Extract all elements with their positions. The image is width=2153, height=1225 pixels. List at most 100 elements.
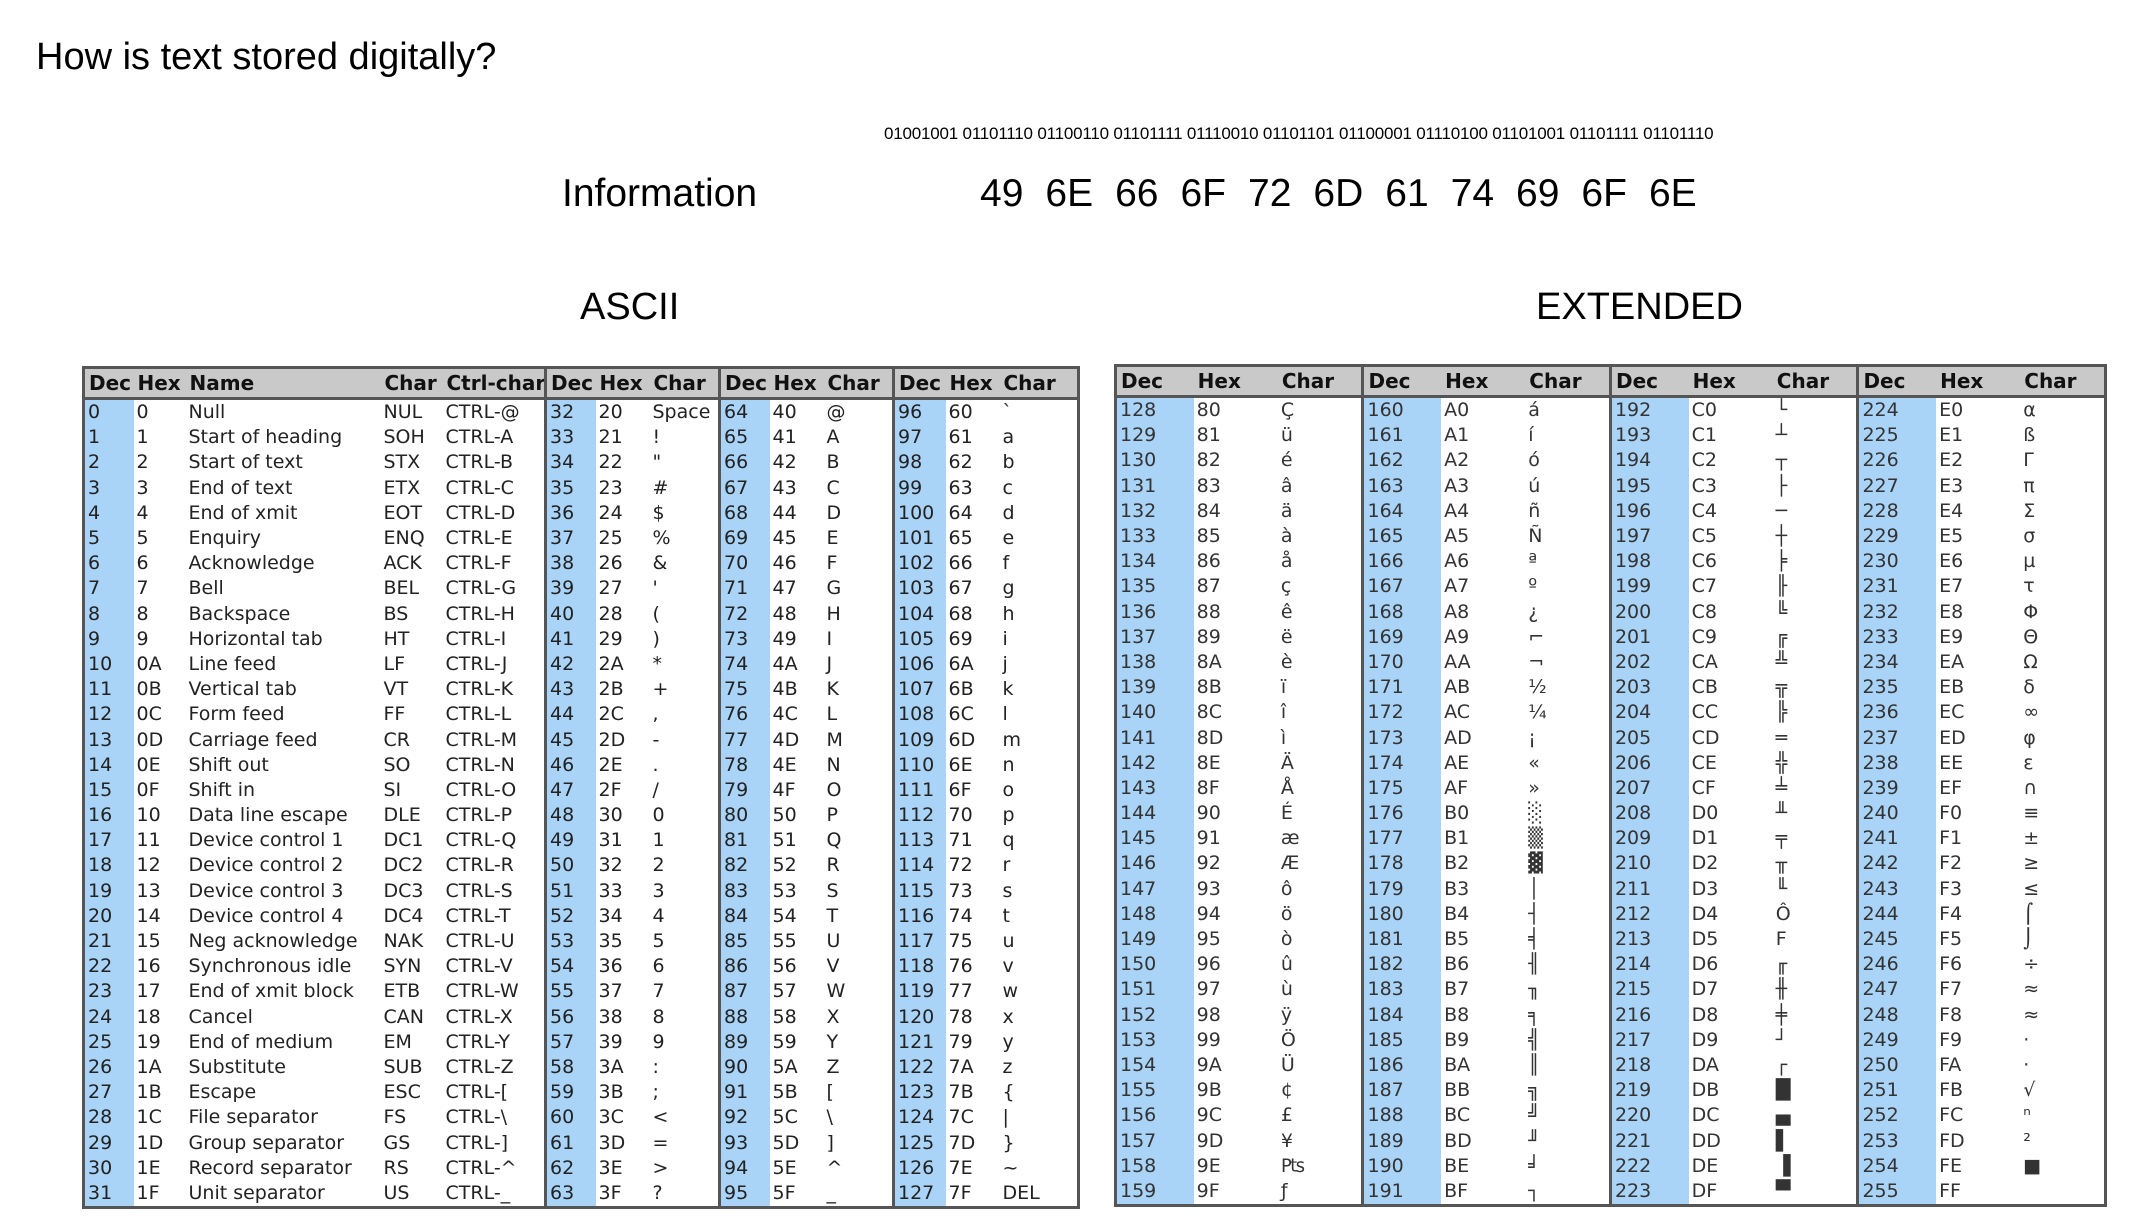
table-cell: Device control 1: [188, 829, 344, 852]
column-header: Char: [1277, 365, 1363, 398]
table-cell: 176: [1361, 801, 1442, 827]
hex-byte: 6F: [1581, 172, 1627, 215]
table-cell: v: [1002, 955, 1014, 978]
table-cell: 154: [1115, 1052, 1194, 1079]
table-cell: 219: [1608, 1078, 1689, 1104]
table-cell: 90: [718, 1054, 770, 1081]
table-cell: BA: [1444, 1053, 1471, 1076]
table-cell: 215: [1608, 977, 1689, 1003]
table-cell: 96: [1196, 953, 1221, 976]
table-cell: 10: [83, 651, 134, 678]
table-cell: ~: [1002, 1156, 1019, 1179]
table-cell: =: [652, 1131, 669, 1154]
table-cell: Vertical tab: [188, 678, 297, 701]
table-cell: ┤: [1528, 902, 1540, 925]
table-cell: @: [826, 401, 846, 424]
table-cell: 19: [83, 878, 134, 904]
table-cell: 92: [1196, 852, 1221, 875]
table-cell: 100: [892, 500, 946, 526]
table-cell: Backspace: [188, 602, 291, 625]
table-cell: 143: [1115, 775, 1194, 801]
table-cell: F: [826, 552, 838, 575]
table-cell: 6: [652, 955, 665, 978]
table-cell: 124: [892, 1105, 946, 1131]
table-cell: A8: [1444, 600, 1470, 623]
table-cell: ╔: [1775, 625, 1788, 648]
table-cell: SUB: [383, 1055, 423, 1078]
table-cell: 32: [598, 854, 623, 877]
table-cell: I: [826, 627, 833, 650]
table-cell: Group separator: [188, 1131, 345, 1154]
table-cell: 108: [892, 702, 946, 728]
table-cell: 26: [83, 1054, 134, 1081]
table-cell: ₧: [1280, 1154, 1305, 1177]
table-cell: 7A: [948, 1055, 974, 1078]
table-cell: >: [652, 1156, 669, 1179]
table-cell: 172: [1361, 700, 1442, 726]
table-cell: 84: [718, 903, 770, 929]
table-cell: CTRL-\: [445, 1106, 508, 1129]
table-cell: 61: [948, 426, 973, 449]
table-cell: E4: [1939, 499, 1964, 522]
table-cell: 12: [136, 854, 161, 877]
table-cell: 25: [598, 527, 623, 550]
table-cell: #: [652, 476, 669, 499]
table-cell: 40: [544, 601, 596, 627]
table-cell: Å: [1280, 776, 1294, 799]
table-cell: 119: [892, 979, 946, 1005]
table-cell: 131: [1115, 473, 1194, 499]
table-cell: ╝: [1528, 1104, 1540, 1127]
table-cell: 239: [1856, 775, 1937, 801]
table-cell: ╙: [1775, 877, 1788, 900]
table-cell: 1A: [136, 1055, 162, 1078]
table-cell: E6: [1939, 550, 1964, 573]
table-cell: CTRL-_: [445, 1181, 511, 1204]
table-cell: 5C: [772, 1106, 798, 1129]
table-cell: Y: [826, 1030, 839, 1053]
table-cell: 33: [544, 425, 596, 451]
table-cell: 255: [1856, 1178, 1937, 1206]
table-cell: Record separator: [188, 1156, 352, 1179]
table-cell: Ö: [1280, 1028, 1296, 1051]
table-cell: √: [2023, 1079, 2036, 1102]
table-cell: ≡: [2023, 802, 2040, 825]
table-cell: {: [1002, 1081, 1015, 1104]
table-cell: 208: [1608, 801, 1689, 827]
table-cell: E2: [1939, 449, 1964, 472]
table-cell: 2F: [598, 778, 622, 801]
table-row: 23 17 End of xmit block ETB CTRL-W 55 37 7 87 57 W…: [83, 979, 1079, 1005]
table-cell: ï: [1280, 676, 1287, 699]
table-cell: m: [1002, 728, 1022, 751]
table-cell: 128: [1115, 396, 1194, 424]
table-cell: Ä: [1280, 751, 1294, 774]
table-cell: Ü: [1280, 1053, 1295, 1076]
table-cell: HT: [383, 627, 410, 650]
table-cell: End of xmit block: [188, 980, 354, 1003]
table-cell: »: [1528, 776, 1540, 799]
extended-heading: EXTENDED: [1536, 286, 1743, 328]
table-cell: É: [1280, 802, 1293, 825]
table-cell: C1: [1691, 424, 1717, 447]
column-header: Char: [649, 367, 720, 400]
table-cell: \: [826, 1106, 833, 1129]
table-cell: 42: [544, 651, 596, 678]
table-cell: CTRL-Z: [445, 1055, 514, 1078]
hex-byte: 6E: [1045, 172, 1094, 215]
table-cell: ê: [1280, 600, 1293, 623]
table-cell: ε: [2023, 751, 2034, 774]
table-cell: 241: [1856, 826, 1937, 852]
table-cell: 0: [136, 401, 149, 424]
table-cell: BC: [1444, 1104, 1471, 1127]
table-cell: FC: [1939, 1104, 1964, 1127]
table-cell: 9: [136, 627, 149, 650]
table-cell: %: [652, 527, 671, 550]
table-cell: ║: [1528, 1053, 1540, 1076]
column-header: Hex: [945, 367, 1000, 400]
table-cell: 77: [948, 980, 973, 1003]
table-cell: ÿ: [1280, 1003, 1293, 1026]
table-cell: y: [1002, 1030, 1014, 1053]
table-cell: 26: [598, 552, 623, 575]
table-cell: 236: [1856, 700, 1937, 726]
hex-byte: 66: [1115, 172, 1159, 215]
table-cell: ▌: [1775, 1129, 1791, 1152]
